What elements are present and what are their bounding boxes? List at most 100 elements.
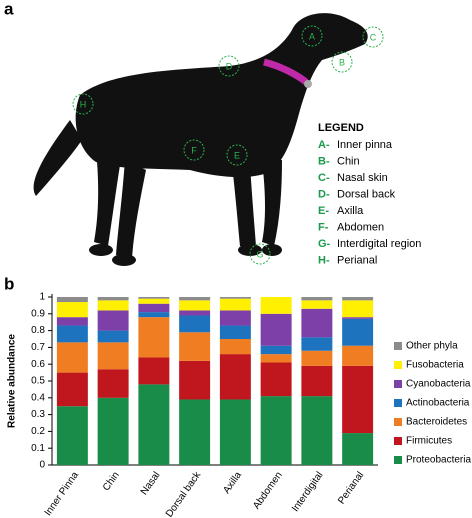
site-label: B [339, 57, 345, 67]
bar-segment [301, 396, 333, 465]
legend-label: Dorsal back [337, 188, 396, 200]
legend-swatch [394, 380, 402, 388]
bar-segment [342, 317, 374, 319]
bar-segment [301, 337, 333, 351]
bar-segment [260, 313, 292, 346]
legend-key: A- [318, 139, 330, 151]
bar-segment [56, 297, 88, 303]
legend-label: Firmicutes [406, 436, 452, 447]
site-marker [218, 55, 240, 77]
bar-segment [219, 339, 251, 355]
bar-segment [56, 302, 88, 318]
site-marker [301, 25, 323, 47]
bar-segment [56, 317, 88, 326]
legend-label: Interdigital region [337, 238, 421, 250]
legend-label: Axilla [337, 205, 364, 217]
legend-swatch [394, 437, 402, 445]
legend-label: Bacteroidetes [406, 417, 467, 428]
bar-segment [97, 342, 129, 370]
site-label: C [370, 32, 377, 42]
legend-label: Cyanobacteria [406, 379, 471, 390]
site-label: G [256, 249, 263, 259]
bar-segment [179, 360, 211, 400]
bar-segment [342, 300, 374, 318]
bar-segment [56, 406, 88, 465]
legend-label: Other phyla [406, 341, 458, 352]
bar-segment [342, 433, 374, 465]
site-marker [72, 93, 94, 115]
bar-segment [219, 297, 251, 299]
x-tick-label: Interdigital [290, 470, 325, 514]
legend-label: Chin [337, 155, 360, 167]
y-tick-label: 1 [39, 292, 45, 303]
bar-segment [138, 384, 170, 465]
bar-segment [219, 354, 251, 400]
legend-swatch [394, 342, 402, 350]
legend-label: Inner pinna [337, 139, 393, 151]
legend-key: B- [318, 155, 330, 167]
y-axis-label: Relative abundance [7, 334, 18, 428]
bar-segment [260, 396, 292, 465]
site-marker [249, 243, 271, 265]
legend-swatch [394, 456, 402, 464]
y-tick-label: 0.6 [31, 359, 45, 370]
legend-swatch [394, 399, 402, 407]
x-tick-label: Nasal [139, 470, 163, 497]
y-tick-label: 0.5 [31, 376, 45, 387]
bar-segment [260, 354, 292, 363]
x-tick-label: Perianal [336, 470, 366, 506]
bar-segment [219, 325, 251, 339]
x-tick-label: Axilla [221, 470, 244, 496]
bar-segment [97, 330, 129, 343]
bar-segment [342, 365, 374, 434]
legend-title: LEGEND [318, 122, 364, 134]
legend-swatch [394, 361, 402, 369]
y-tick-label: 0 [39, 460, 45, 471]
legend-label: Fusobacteria [406, 360, 464, 371]
site-label: F [191, 145, 197, 155]
bar-segment [179, 300, 211, 311]
bar-segment [301, 308, 333, 338]
bar-segment [260, 362, 292, 397]
y-tick-label: 0.9 [31, 308, 45, 319]
bar-segment [342, 345, 374, 366]
bar-segment [138, 303, 170, 313]
site-label: H [80, 99, 87, 109]
panel-label: a [4, 0, 14, 18]
y-tick-label: 0.7 [31, 342, 45, 353]
x-tick-label: Abdomen [251, 470, 285, 511]
legend-label: Abdomen [337, 221, 384, 233]
tag [304, 80, 312, 88]
y-tick-label: 0.4 [31, 392, 45, 403]
legend-key: G- [318, 238, 331, 250]
bar-segment [97, 369, 129, 398]
bar-segment [138, 317, 170, 358]
site-marker [362, 26, 384, 48]
x-tick-label: Chin [101, 470, 122, 493]
bar-segment [342, 318, 374, 346]
bar-segment [97, 310, 129, 331]
site-label: A [309, 31, 315, 41]
bar-segment [138, 297, 170, 299]
legend-key: H- [318, 254, 330, 266]
bar-segment [219, 310, 251, 326]
site-marker [226, 144, 248, 166]
y-tick-label: 0.2 [31, 426, 45, 437]
bar-segment [138, 357, 170, 385]
legend-label: Proteobacteria [406, 455, 471, 466]
bar-segment [219, 298, 251, 311]
site-label: E [234, 150, 240, 160]
bar-segment [56, 372, 88, 407]
y-tick-label: 0.1 [31, 443, 45, 454]
bar-segment [56, 325, 88, 343]
bar-segment [97, 300, 129, 311]
legend-key: D- [318, 188, 330, 200]
legend-key: F- [318, 221, 329, 233]
site-marker [183, 139, 205, 161]
bar-segment [179, 332, 211, 361]
legend-swatch [394, 418, 402, 426]
bar-segment [301, 350, 333, 366]
panel-label: b [4, 274, 14, 293]
bar-segment [301, 297, 333, 301]
